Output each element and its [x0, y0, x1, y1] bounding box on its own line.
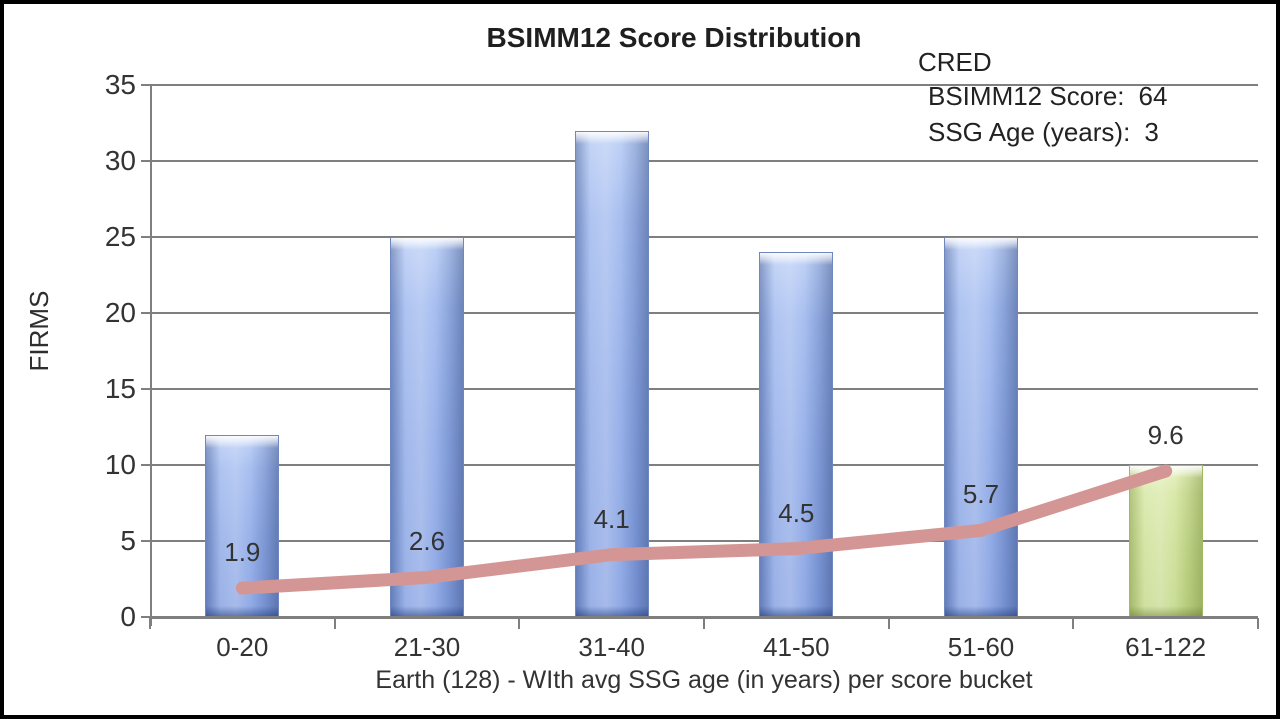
annotation-row-score: BSIMM12 Score: 64	[928, 78, 1167, 114]
gridline-5	[150, 540, 1258, 542]
line-value-label-21-30: 2.6	[408, 526, 446, 557]
bar-41-50	[759, 252, 834, 617]
line-value-label-51-60: 5.7	[962, 479, 1000, 510]
gridline-25	[150, 236, 1258, 238]
y-tick-20	[141, 312, 150, 314]
y-tick-15	[141, 388, 150, 390]
bar-51-60	[944, 237, 1018, 617]
y-tick-label-15: 15	[104, 373, 136, 404]
y-tick-25	[141, 236, 150, 238]
gridline-20	[150, 312, 1258, 314]
y-tick-30	[141, 160, 150, 162]
y-axis-title: FIRMS	[24, 290, 54, 372]
age-value: 3	[1144, 117, 1159, 147]
x-boundary-tick-5	[1072, 618, 1075, 629]
x-boundary-tick-2	[518, 618, 521, 629]
legend-annotation: CRED BSIMM12 Score: 64 SSG Age (years): 3	[918, 46, 1167, 150]
y-tick-label-10: 10	[104, 449, 136, 480]
line-value-label-0-20: 1.9	[224, 537, 261, 568]
score-label: BSIMM12 Score:	[928, 81, 1125, 111]
age-label: SSG Age (years):	[928, 117, 1131, 147]
y-tick-label-0: 0	[120, 601, 136, 632]
y-tick-10	[141, 464, 150, 466]
y-tick-5	[141, 540, 150, 542]
line-value-label-31-40: 4.1	[593, 503, 630, 534]
x-tick-label-61-122: 61-122	[1125, 632, 1207, 662]
gridline-15	[150, 388, 1258, 390]
y-tick-label-30: 30	[104, 145, 136, 176]
x-tick-label-51-60: 51-60	[947, 632, 1015, 662]
y-tick-35	[141, 84, 150, 86]
bar-61-122	[1128, 465, 1203, 617]
x-boundary-tick-3	[703, 618, 705, 629]
x-boundary-tick-4	[887, 618, 890, 629]
y-tick-label-25: 25	[104, 221, 136, 252]
line-value-label-41-50: 4.5	[778, 497, 815, 528]
y-tick-label-35: 35	[104, 69, 136, 100]
x-axis-line	[150, 616, 1258, 619]
x-tick-label-41-50: 41-50	[763, 632, 830, 662]
x-boundary-tick-1	[333, 618, 336, 629]
x-tick-label-0-20: 0-20	[216, 632, 269, 662]
chart-title: BSIMM12 Score Distribution	[486, 22, 862, 53]
y-tick-label-5: 5	[120, 525, 136, 556]
gridline-30	[150, 160, 1258, 162]
chart-stage: BSIMM12 Score Distribution FIRMS CRED BS…	[4, 4, 1276, 715]
x-tick-label-21-30: 21-30	[393, 632, 461, 662]
y-tick-0	[141, 616, 150, 618]
gridline-35	[150, 84, 1258, 86]
bar-21-30	[390, 237, 464, 617]
y-axis-line	[150, 85, 152, 626]
y-tick-label-20: 20	[104, 297, 136, 328]
line-value-label-61-122: 9.6	[1147, 420, 1184, 451]
annotation-heading: CRED	[918, 47, 992, 77]
bar-0-20	[205, 434, 280, 617]
x-tick-label-31-40: 31-40	[578, 632, 645, 662]
gridline-10	[150, 464, 1258, 466]
bar-31-40	[574, 130, 649, 617]
score-value: 64	[1138, 81, 1168, 111]
x-axis-caption: Earth (128) - WIth avg SSG age (in years…	[375, 666, 1033, 694]
annotation-row-age: SSG Age (years): 3	[928, 114, 1167, 150]
x-boundary-tick-6	[1257, 618, 1259, 629]
